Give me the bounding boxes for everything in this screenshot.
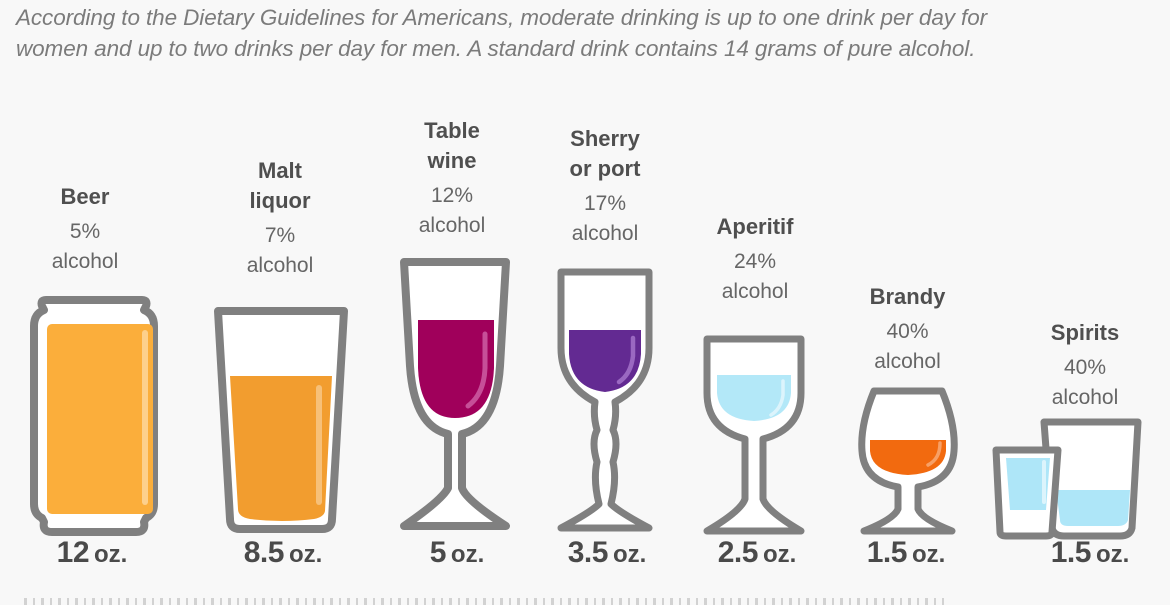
amount-unit: oz. <box>1095 541 1130 568</box>
drink-label-table-wine: Table wine 12% alcohol <box>402 116 502 241</box>
drink-alcohol: 17% alcohol <box>571 192 639 245</box>
amount-beer: 12 oz. <box>57 536 128 570</box>
intro-line-1: According to the Dietary Guidelines for … <box>16 5 988 30</box>
drink-alcohol: 24% alcohol <box>721 250 789 303</box>
drink-label-sherry-or-port: Sherry or port 17% alcohol <box>555 124 655 249</box>
cropped-footnote-text <box>24 598 944 605</box>
amount-unit: oz. <box>94 541 128 568</box>
amount-spirits: 1.5 oz. <box>1051 536 1130 570</box>
amount-unit: oz. <box>612 541 647 568</box>
amount-number: 12 <box>56 536 90 569</box>
drink-name: Beer <box>60 184 110 209</box>
intro-line-2: women and up to two drinks per day for m… <box>16 36 976 61</box>
drink-name: Sherry or port <box>569 126 641 181</box>
amount-number: 3.5 <box>567 536 609 569</box>
amount-number: 8.5 <box>243 536 285 569</box>
drink-alcohol: 12% alcohol <box>418 184 486 237</box>
drink-alcohol: 7% alcohol <box>246 224 314 277</box>
drink-label-aperitif: Aperitif 24% alcohol <box>700 212 810 307</box>
drink-name: Brandy <box>869 284 946 309</box>
amount-table-wine: 5 oz. <box>430 536 485 570</box>
drink-alcohol: 40% alcohol <box>1051 356 1119 409</box>
drink-name: Aperitif <box>716 214 794 239</box>
drink-name: Malt liquor <box>249 158 311 213</box>
amount-number: 1.5 <box>1050 536 1092 569</box>
beer-can-icon <box>30 296 158 536</box>
amount-number: 2.5 <box>717 536 759 569</box>
cropped-footnote <box>0 596 1170 605</box>
shot-and-rocks-glass-icon <box>992 418 1142 540</box>
amount-brandy: 1.5 oz. <box>867 536 946 570</box>
amount-unit: oz. <box>762 541 797 568</box>
drink-alcohol: 5% alcohol <box>51 220 119 273</box>
drink-label-beer: Beer 5% alcohol <box>35 182 135 277</box>
drink-label-brandy: Brandy 40% alcohol <box>855 282 960 377</box>
amount-number: 1.5 <box>866 536 908 569</box>
drink-alcohol: 40% alcohol <box>874 320 941 373</box>
amount-number: 5 <box>429 536 447 569</box>
sherry-glass-icon <box>557 268 653 532</box>
snifter-glass-icon <box>858 387 958 535</box>
aperitif-glass-icon <box>703 335 805 535</box>
wine-glass-icon <box>400 258 510 530</box>
amount-unit: oz. <box>288 541 323 568</box>
drink-name: Table wine <box>424 118 480 173</box>
amount-unit: oz. <box>450 541 485 568</box>
pint-glass-icon <box>214 307 348 533</box>
drink-label-spirits: Spirits 40% alcohol <box>1035 318 1135 413</box>
amount-malt-liquor: 8.5 oz. <box>244 536 323 570</box>
amount-sherry: 3.5 oz. <box>568 536 647 570</box>
intro-text: According to the Dietary Guidelines for … <box>16 2 1156 64</box>
drink-name: Spirits <box>1050 320 1120 345</box>
amount-unit: oz. <box>911 541 946 568</box>
amount-aperitif: 2.5 oz. <box>718 536 797 570</box>
drink-label-malt-liquor: Malt liquor 7% alcohol <box>225 156 335 281</box>
